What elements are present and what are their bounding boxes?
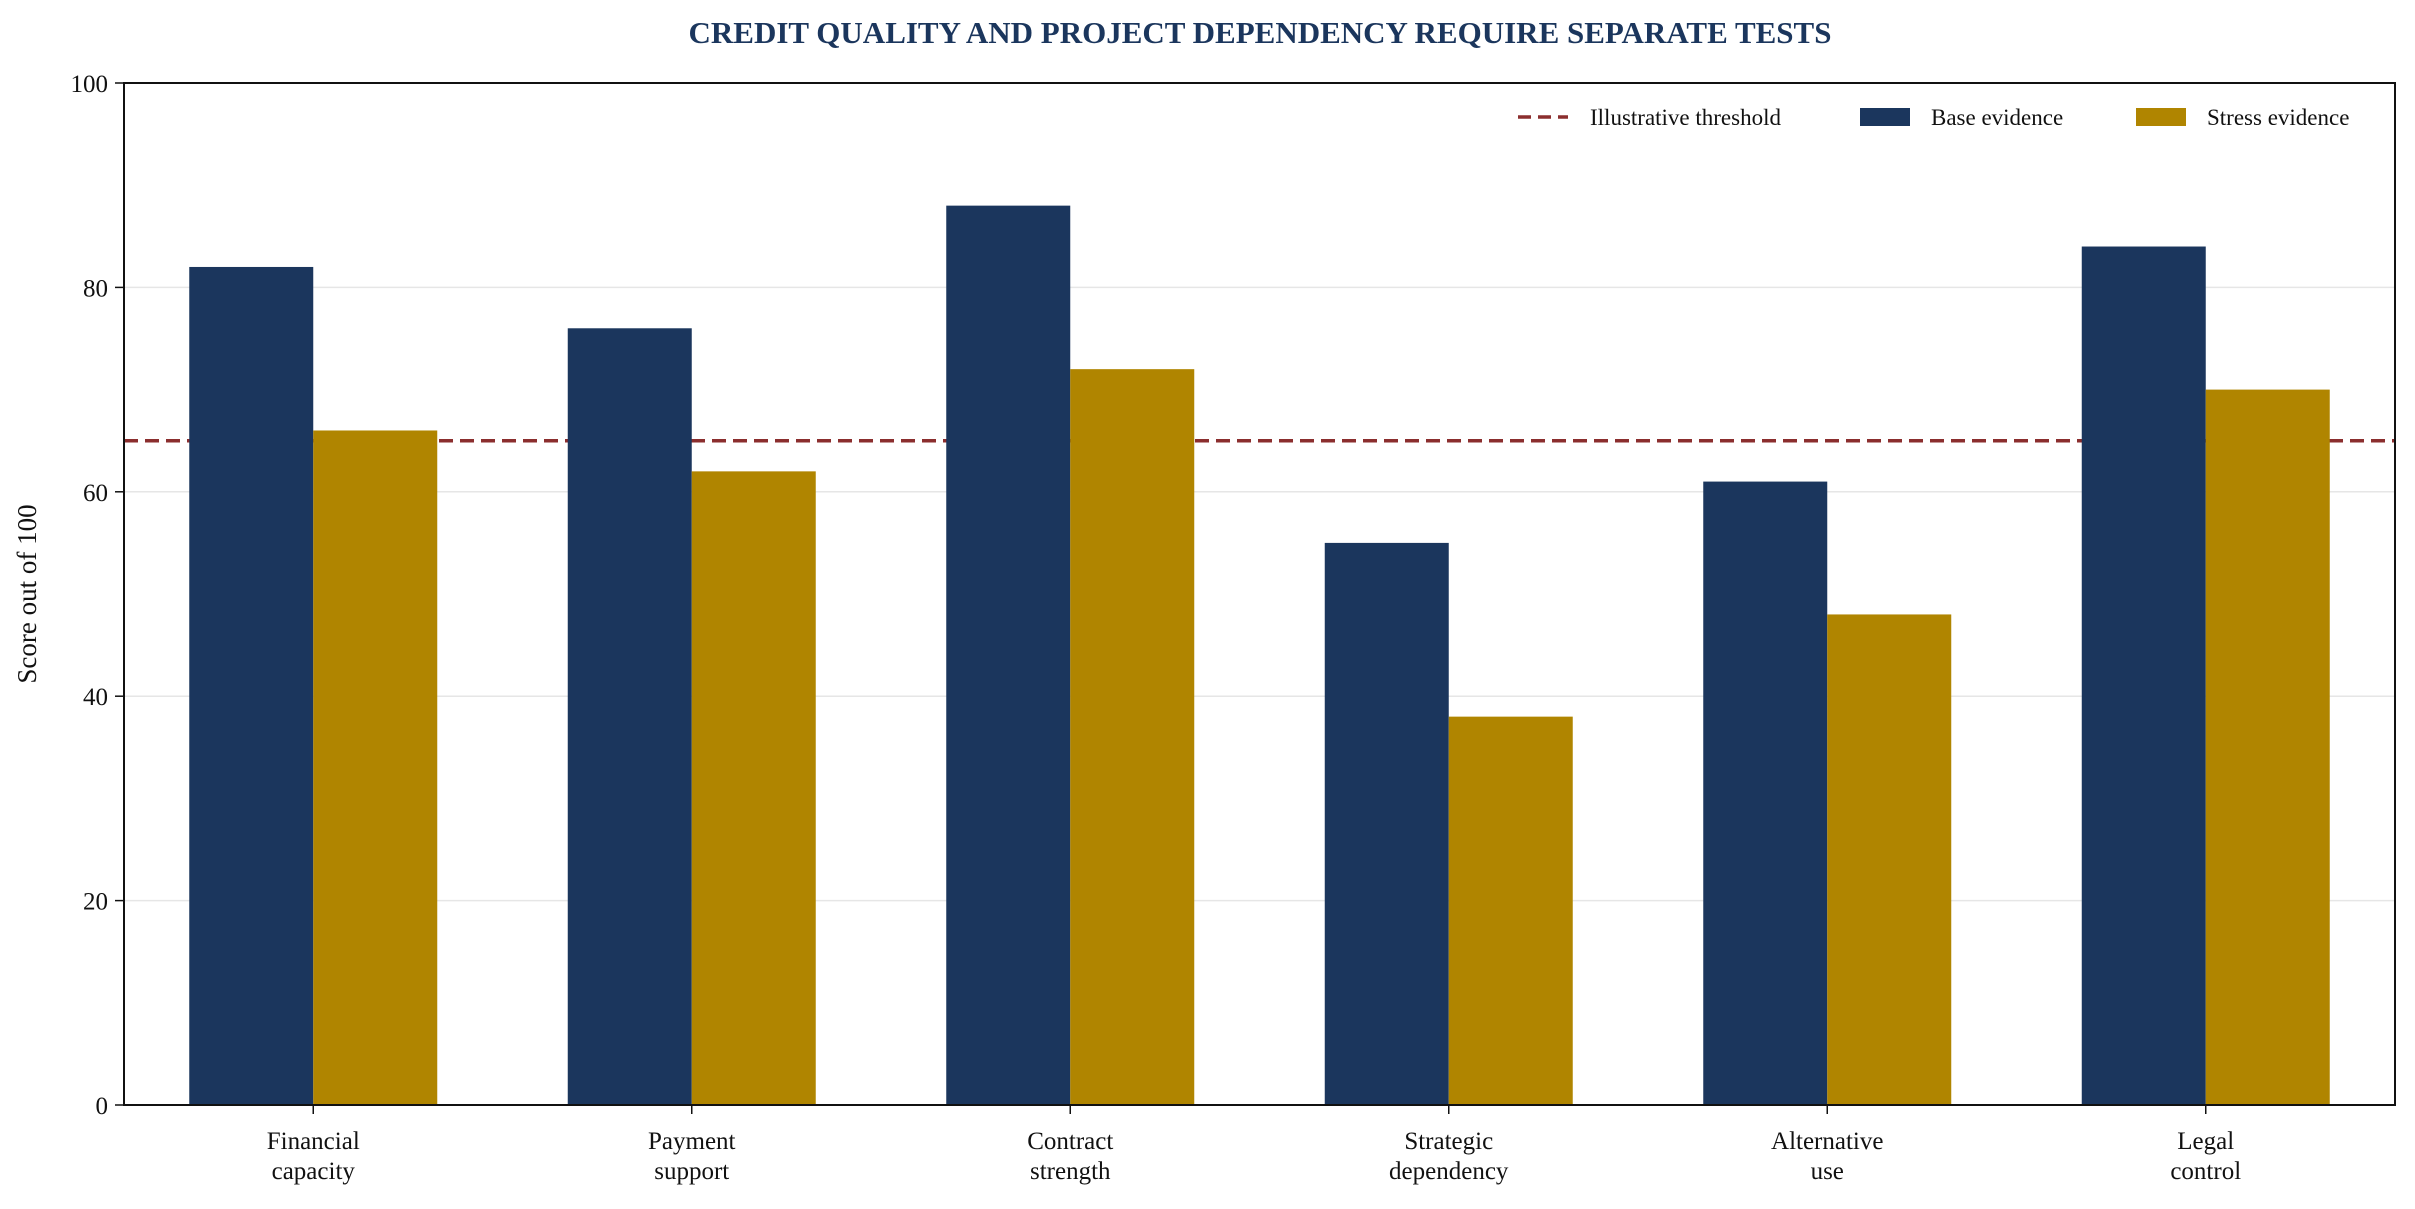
legend: Illustrative threshold Base evidence Stres… [1518,105,2349,130]
bar-base-evidence [1703,481,1828,1106]
chart-title: CREDIT QUALITY AND PROJECT DEPENDENCY RE… [689,15,1832,50]
bars [189,205,2330,1106]
y-axis-label: Score out of 100 [12,504,42,683]
y-tick-label: 100 [71,71,109,98]
legend-label: Stress evidence [2207,105,2349,130]
x-tick-label-line: Financial [267,1128,360,1155]
y-tick-label: 20 [83,889,108,916]
bar-stress-evidence [313,430,438,1106]
bar-base-evidence [189,266,314,1106]
bar-stress-evidence [1448,716,1573,1105]
x-tick-label-line: strength [1030,1158,1111,1185]
legend-threshold-label: Illustrative threshold [1590,105,1781,130]
x-tick-label-line: Alternative [1771,1128,1883,1155]
legend-label: Base evidence [1931,105,2063,130]
x-tick-label: Financial capacity [267,1128,360,1185]
grid-lines [124,286,2395,902]
tick-labels: 0 20 40 60 80 100 Financial capacity Payment supp… [71,71,2242,1185]
x-tick-label-line: control [2170,1158,2241,1185]
y-tick-label: 40 [83,684,108,711]
x-tick-label: Legal control [2170,1128,2241,1185]
y-tick-label: 60 [83,480,108,507]
x-tick-label-line: use [1811,1158,1844,1185]
x-tick-label: Alternative use [1771,1128,1883,1185]
x-tick-label-line: capacity [272,1158,356,1185]
x-tick-label-line: Strategic [1404,1128,1493,1155]
x-tick-label-line: dependency [1389,1158,1509,1185]
x-tick-label: Payment support [648,1128,736,1185]
x-tick-label-line: support [654,1158,729,1185]
x-tick-label-line: Legal [2177,1128,2234,1155]
bar-stress-evidence [1827,614,1952,1105]
bar-stress-evidence [691,471,816,1105]
plot-frame [123,82,2396,1106]
legend-swatch [2136,108,2186,126]
x-tick-label-line: Contract [1027,1128,1113,1155]
bar-base-evidence [946,205,1071,1105]
x-tick-label: Strategic dependency [1389,1128,1509,1185]
bar-base-evidence [1324,542,1449,1105]
y-tick-label: 80 [83,275,108,302]
x-tick-label: Contract strength [1027,1128,1113,1185]
y-tick-label: 0 [96,1093,109,1120]
axes [115,82,2396,1114]
bar-stress-evidence [1070,369,1195,1105]
legend-swatch [1860,108,1910,126]
bar-base-evidence [567,328,692,1105]
bar-stress-evidence [2205,389,2330,1106]
x-tick-label-line: Payment [648,1128,736,1155]
bar-base-evidence [2081,246,2206,1105]
